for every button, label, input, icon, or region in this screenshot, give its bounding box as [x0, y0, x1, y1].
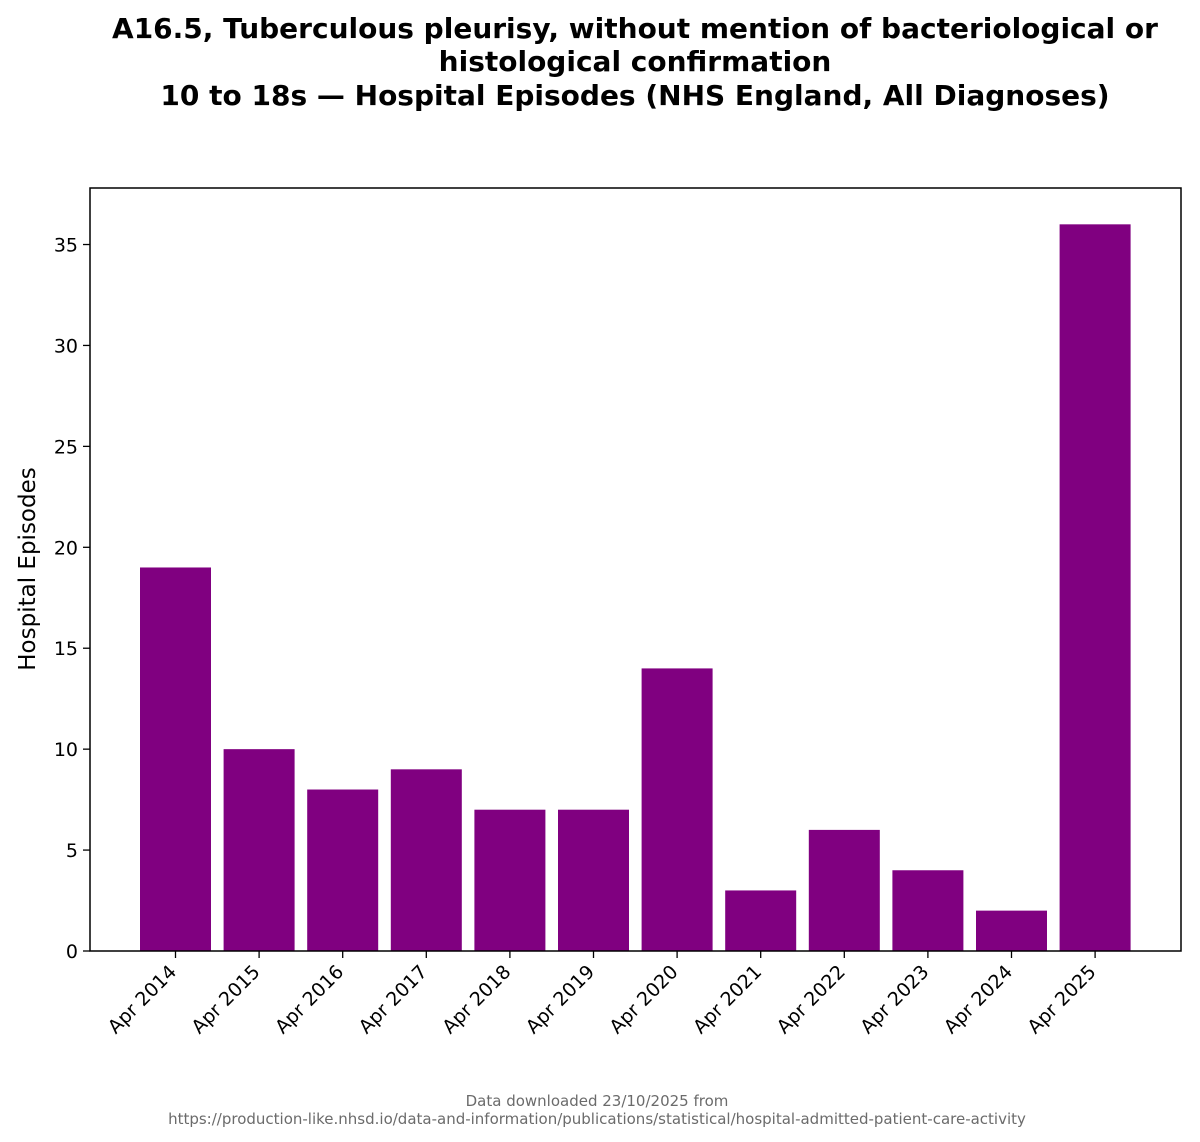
x-tick-label: Apr 2016: [271, 961, 348, 1038]
x-tick-label: Apr 2025: [1023, 961, 1100, 1038]
y-tick-label: 0: [66, 941, 78, 963]
footer-line-2: https://production-like.nhsd.io/data-and…: [168, 1110, 1026, 1128]
bar-apr-2021: [725, 890, 797, 951]
bar-apr-2024: [976, 910, 1047, 951]
bar-apr-2015: [223, 749, 295, 951]
bar-apr-2014: [140, 567, 211, 951]
chart-title-line-1: A16.5, Tuberculous pleurisy, without men…: [112, 12, 1158, 45]
x-tick-label: Apr 2024: [940, 961, 1017, 1038]
y-tick-label: 20: [54, 537, 78, 559]
bar-apr-2018: [474, 809, 546, 951]
y-tick-label: 25: [54, 436, 78, 458]
x-tick-label: Apr 2022: [773, 961, 850, 1038]
y-axis: 0 5 10 15 20 25 30 35: [54, 235, 90, 963]
y-tick-label: 30: [54, 335, 78, 357]
chart-title-line-2: histological confirmation: [439, 45, 832, 78]
x-tick-label: Apr 2014: [104, 961, 181, 1038]
x-tick-label: Apr 2020: [605, 961, 682, 1038]
bar-apr-2023: [892, 870, 964, 951]
bar-apr-2017: [390, 769, 462, 951]
y-tick-label: 15: [54, 638, 78, 660]
y-tick-label: 5: [66, 840, 78, 862]
x-tick-label: Apr 2019: [522, 961, 599, 1038]
x-tick-label: Apr 2023: [856, 961, 933, 1038]
x-tick-label: Apr 2018: [438, 961, 515, 1038]
bar-apr-2019: [558, 809, 629, 951]
bar-apr-2016: [307, 789, 379, 951]
bar-apr-2022: [808, 829, 880, 951]
chart-title-line-3: 10 to 18s — Hospital Episodes (NHS Engla…: [160, 79, 1109, 112]
plot-frame: [89, 187, 1182, 952]
bar-apr-2020: [641, 668, 713, 951]
y-tick-label: 10: [54, 739, 78, 761]
chart-title: A16.5, Tuberculous pleurisy, without men…: [112, 12, 1158, 112]
x-tick-label: Apr 2015: [187, 961, 264, 1038]
footer: Data downloaded 23/10/2025 from https://…: [168, 1092, 1026, 1128]
y-axis-label: Hospital Episodes: [15, 467, 41, 670]
x-tick-label: Apr 2021: [689, 961, 766, 1038]
x-tick-label: Apr 2017: [355, 961, 432, 1038]
footer-line-1: Data downloaded 23/10/2025 from: [466, 1092, 729, 1110]
bars-group: [140, 224, 1131, 951]
y-tick-label: 35: [54, 235, 78, 257]
x-axis: Apr 2014 Apr 2015 Apr 2016 Apr 2017 Apr 2018…: [104, 951, 1101, 1038]
bar-apr-2025: [1059, 224, 1131, 951]
